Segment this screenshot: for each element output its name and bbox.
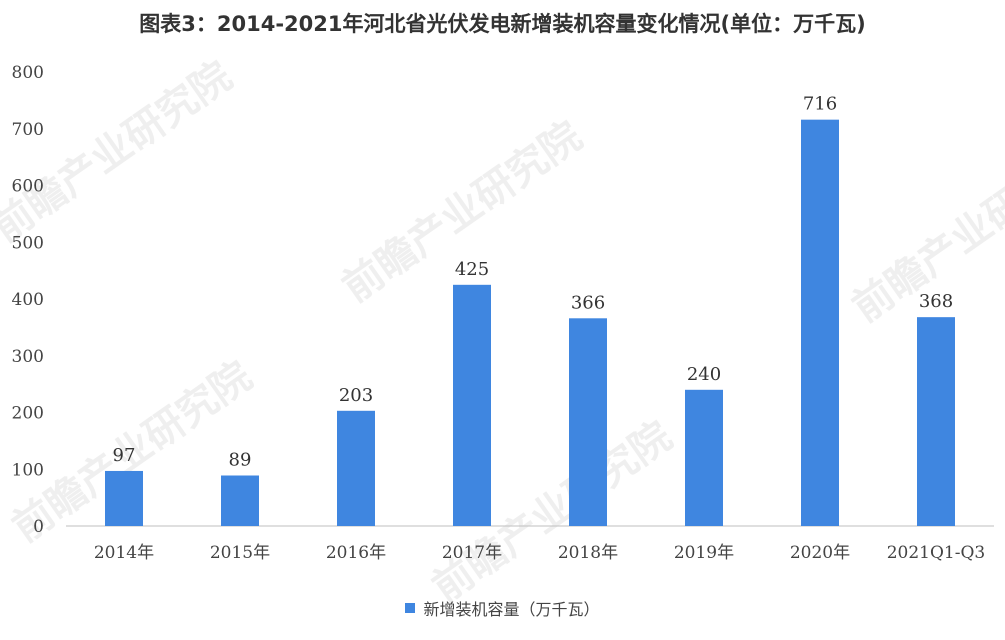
bar [685, 389, 723, 526]
legend-swatch [405, 603, 416, 613]
data-label: 366 [571, 292, 605, 313]
y-axis: 0 100 200 300 400 500 600 700 800 [12, 63, 44, 537]
data-label: 97 [113, 445, 136, 466]
y-tick-label: 0 [33, 517, 44, 537]
bar [337, 410, 375, 526]
x-tick-label: 2016年 [326, 543, 386, 563]
x-tick-label: 2018年 [558, 543, 618, 563]
y-tick-label: 400 [12, 290, 44, 310]
x-tick-label: 2014年 [94, 543, 154, 563]
bar [569, 318, 607, 526]
y-tick-label: 600 [12, 177, 44, 197]
y-tick-label: 800 [12, 63, 44, 83]
data-label: 240 [687, 364, 721, 385]
bar [105, 470, 143, 526]
x-tick-label: 2019年 [674, 543, 734, 563]
bar [221, 475, 259, 526]
bars [105, 119, 955, 527]
data-label: 425 [455, 259, 489, 280]
legend-label: 新增装机容量（万千瓦） [423, 600, 600, 619]
data-label: 716 [803, 94, 837, 115]
bar [453, 284, 491, 526]
y-tick-label: 700 [12, 120, 44, 140]
y-tick-label: 200 [12, 404, 44, 424]
data-labels: 97 89 203 425 366 240 716 368 [113, 94, 954, 471]
legend: 新增装机容量（万千瓦） [0, 596, 1005, 620]
y-tick-label: 300 [12, 347, 44, 367]
x-tick-label: 2021Q1-Q3 [887, 543, 986, 563]
data-label: 89 [229, 449, 252, 470]
y-tick-label: 500 [12, 233, 44, 253]
bar [801, 119, 839, 527]
data-label: 203 [339, 385, 373, 406]
x-tick-label: 2017年 [442, 543, 502, 563]
chart-title: 图表3：2014-2021年河北省光伏发电新增装机容量变化情况(单位：万千瓦) [139, 12, 866, 36]
bar [917, 317, 955, 526]
x-axis: 2014年 2015年 2016年 2017年 2018年 2019年 2020年 2021Q… [94, 543, 985, 563]
y-tick-label: 100 [12, 460, 44, 480]
data-label: 368 [919, 291, 953, 312]
x-tick-label: 2015年 [210, 543, 270, 563]
x-tick-label: 2020年 [790, 543, 850, 563]
